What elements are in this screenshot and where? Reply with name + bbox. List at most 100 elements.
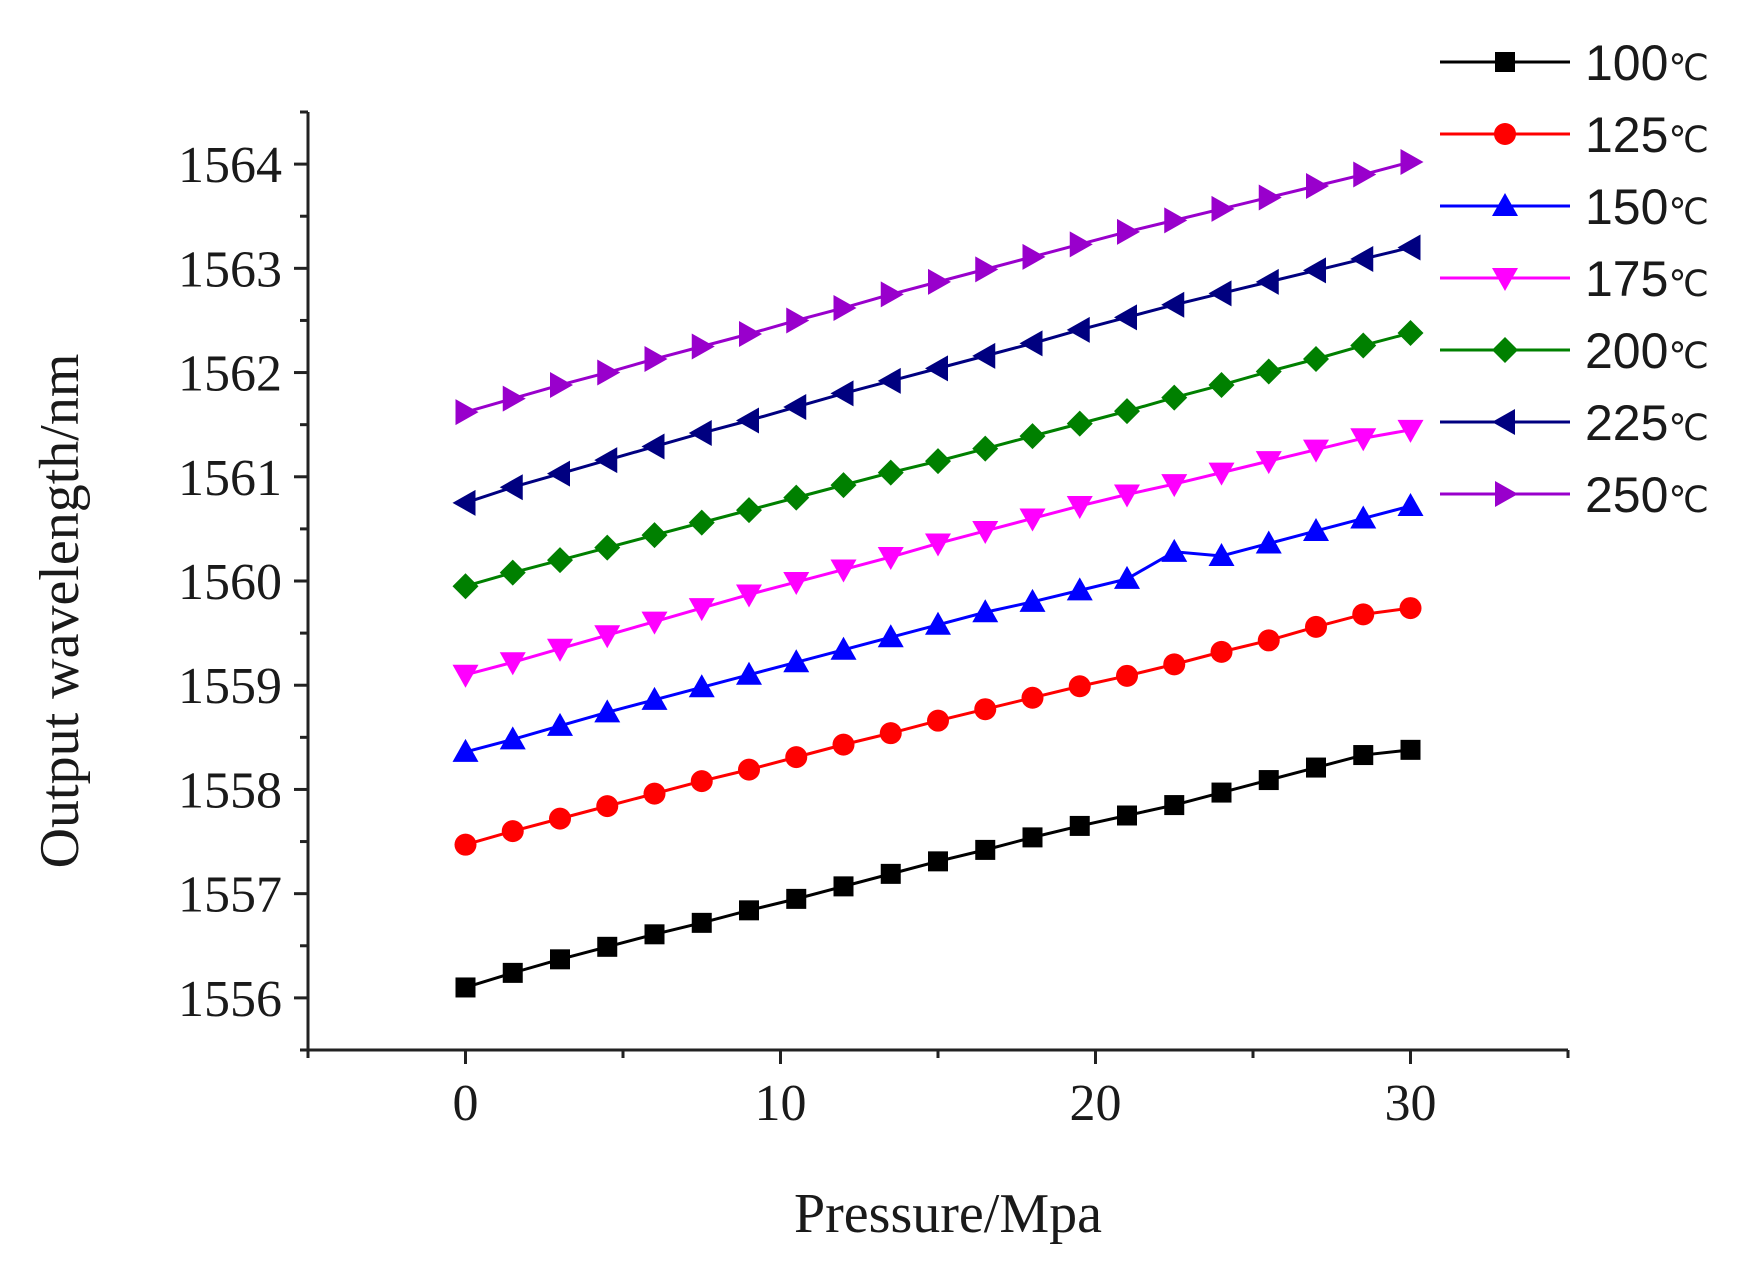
data-point <box>1353 745 1374 766</box>
data-point <box>1114 304 1137 331</box>
y-tick-label: 1562 <box>178 346 282 403</box>
data-point <box>1255 268 1279 295</box>
data-point <box>452 738 479 762</box>
data-point <box>736 407 759 434</box>
data-point <box>972 520 999 544</box>
legend-marker <box>1495 481 1518 507</box>
data-point <box>1400 149 1424 176</box>
x-tick-label: 20 <box>1070 1075 1122 1132</box>
x-axis-title: Pressure/Mpa <box>794 1183 1102 1245</box>
data-point <box>501 820 524 843</box>
data-point <box>1066 577 1093 601</box>
y-tick-label: 1558 <box>178 762 282 819</box>
data-point <box>1211 195 1235 222</box>
legend-item-250: 250℃ <box>1440 467 1709 523</box>
data-point <box>1114 565 1140 589</box>
legend-item-225: 225℃ <box>1440 395 1709 451</box>
legend-unit: ℃ <box>1668 119 1708 160</box>
data-point <box>1397 419 1424 443</box>
data-point <box>879 722 902 745</box>
data-point <box>1303 517 1329 541</box>
y-tick-label: 1561 <box>178 450 282 507</box>
data-point <box>783 484 810 511</box>
data-point <box>1350 245 1374 272</box>
data-point <box>1399 597 1422 620</box>
data-point <box>1350 505 1377 529</box>
data-point <box>1257 629 1280 652</box>
data-point <box>1161 474 1188 498</box>
data-point <box>925 533 951 557</box>
legend-label: 100℃ <box>1585 35 1709 91</box>
data-point <box>786 307 810 334</box>
legend-item-175: 175℃ <box>1440 251 1709 307</box>
data-point <box>594 699 621 723</box>
data-point <box>975 839 996 860</box>
x-tick-label: 0 <box>453 1075 479 1132</box>
series-150 <box>452 492 1424 762</box>
data-point <box>499 726 526 750</box>
data-point <box>974 698 997 721</box>
legend-marker <box>1492 268 1518 291</box>
data-point <box>1306 757 1326 778</box>
data-point <box>785 746 808 769</box>
data-point <box>1019 330 1043 357</box>
data-point <box>644 346 668 373</box>
data-point <box>783 572 810 596</box>
legend-label: 250℃ <box>1585 467 1709 523</box>
legend-number: 150 <box>1585 179 1668 235</box>
legend-number: 250 <box>1585 467 1668 523</box>
data-point <box>499 474 523 501</box>
series-250 <box>455 149 1424 426</box>
data-point <box>691 333 715 360</box>
data-point <box>1117 218 1140 245</box>
legend-number: 100 <box>1585 35 1668 91</box>
data-point <box>1114 398 1140 425</box>
data-point <box>1208 280 1232 307</box>
data-point <box>1163 653 1186 676</box>
series-175 <box>452 419 1424 688</box>
data-point <box>688 509 715 536</box>
data-point <box>927 709 949 732</box>
y-tick-label: 1556 <box>178 971 282 1028</box>
data-point <box>452 489 476 516</box>
data-point <box>550 372 573 399</box>
data-point <box>972 435 999 462</box>
data-point <box>972 599 999 623</box>
data-point <box>688 420 712 447</box>
y-tick-label: 1560 <box>178 554 282 611</box>
legend-marker <box>1495 52 1515 72</box>
data-point <box>1161 291 1185 318</box>
legend-label: 150℃ <box>1585 179 1709 235</box>
data-point <box>1019 508 1046 532</box>
data-point <box>1066 316 1090 343</box>
legend-unit: ℃ <box>1668 407 1708 448</box>
data-point <box>1066 495 1093 519</box>
data-point <box>1255 451 1282 475</box>
data-point <box>1400 739 1421 760</box>
legend-unit: ℃ <box>1668 335 1708 376</box>
legend-number: 125 <box>1585 107 1668 163</box>
data-point <box>643 782 666 805</box>
data-point <box>502 962 523 983</box>
legend-unit: ℃ <box>1668 191 1708 232</box>
data-point <box>1303 346 1329 373</box>
data-point <box>830 559 857 583</box>
data-point <box>1066 410 1093 437</box>
data-point <box>597 359 621 386</box>
data-point <box>454 833 477 856</box>
data-point <box>833 294 857 321</box>
legend-marker <box>1492 193 1518 216</box>
data-point <box>641 611 668 635</box>
data-point <box>499 652 526 676</box>
data-point <box>925 611 951 635</box>
data-point <box>830 472 857 499</box>
data-point <box>547 638 573 662</box>
data-point <box>688 598 715 622</box>
y-tick-label: 1564 <box>178 137 282 194</box>
data-point <box>547 712 573 736</box>
data-point <box>455 977 476 998</box>
data-point <box>1210 640 1233 663</box>
data-point <box>877 624 904 648</box>
data-point <box>597 936 618 957</box>
data-point <box>1303 257 1326 284</box>
